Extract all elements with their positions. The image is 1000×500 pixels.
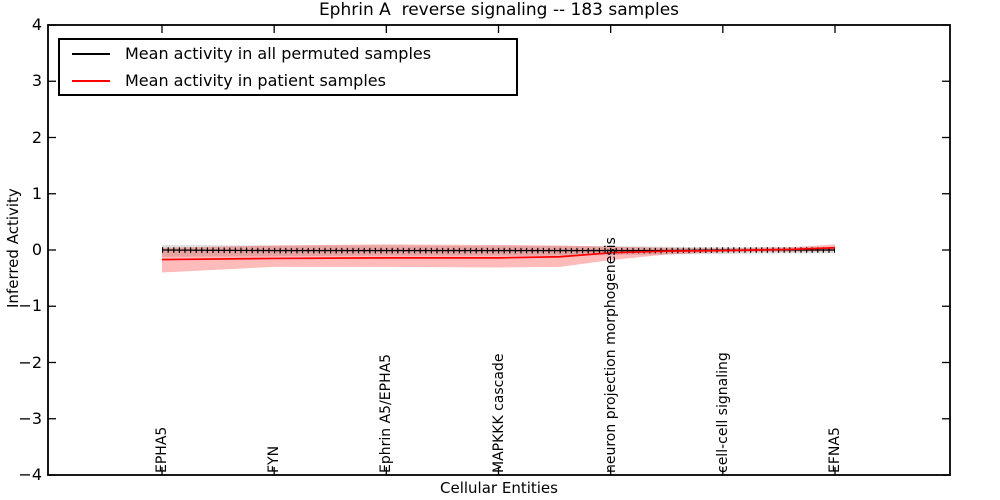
y-tick-label: 2 (31, 127, 42, 147)
x-axis-label: Cellular Entities (440, 479, 558, 497)
legend-line-black-icon (72, 52, 110, 55)
legend-item-patient: Mean activity in patient samples (60, 67, 516, 94)
x-tick-label: neuron projection morphogenesis (602, 237, 619, 473)
y-tick-label: −4 (18, 465, 42, 484)
legend-line-red-icon (72, 79, 110, 82)
patient-mean-line (161, 246, 836, 261)
y-tick-label: 3 (31, 71, 42, 91)
x-tick-label: cell-cell signaling (714, 352, 731, 473)
legend-item-permuted: Mean activity in all permuted samples (60, 40, 516, 67)
y-tick-label: 1 (31, 183, 42, 203)
x-tick-label: EFNA5 (827, 427, 843, 473)
legend: Mean activity in all permuted samples Me… (58, 38, 518, 96)
chart-title: Ephrin A reverse signaling -- 183 sample… (318, 0, 680, 20)
y-tick-label: −3 (18, 408, 42, 428)
y-tick-label: 4 (31, 15, 42, 34)
legend-label-permuted: Mean activity in all permuted samples (125, 44, 432, 63)
x-tick-label: EPHA5 (154, 426, 170, 473)
x-tick-label: MAPKKK cascade (490, 353, 507, 473)
x-tick-label: Ephrin A5/EPHA5 (378, 353, 395, 473)
x-tick-label: FYN (266, 445, 283, 473)
y-tick-label: −1 (18, 296, 42, 316)
y-tick-label: 0 (31, 240, 42, 259)
y-tick-label: −2 (18, 352, 42, 372)
legend-label-patient: Mean activity in patient samples (125, 71, 386, 90)
